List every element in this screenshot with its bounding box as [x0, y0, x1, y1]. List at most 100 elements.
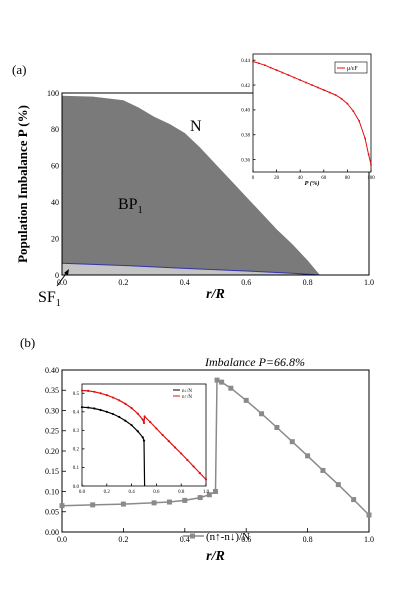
chart-b-y-tick-label: 0.35	[45, 386, 59, 395]
chart-a-y-tick-label: 0	[55, 271, 59, 280]
chart-a-inset: 0 20 40 60 80 100 0.36 0.38 0.40 0.42 0.44 P (%) μ/ε…	[241, 53, 375, 187]
inset-b-x-tick-label: 0.2	[104, 490, 111, 495]
inset-a-y-tick-label: 0.36	[241, 158, 250, 163]
inset-b-point	[136, 430, 139, 433]
inset-b-point	[149, 420, 152, 424]
inset-a-point	[352, 110, 355, 112]
chart-b-point	[90, 502, 96, 508]
chart-b-point	[351, 497, 357, 503]
inset-b-point	[118, 399, 121, 402]
inset-b-point	[99, 408, 102, 412]
inset-a-point	[367, 153, 370, 156]
inset-b-point	[105, 394, 108, 397]
chart-a-x-tick-label: 0.0	[57, 278, 67, 287]
inset-b-x-tick-label: 0.8	[178, 490, 185, 495]
inset-a-x-tick-label: 100	[367, 176, 375, 181]
inset-b-point	[186, 458, 189, 462]
inset-b-point	[111, 412, 115, 416]
chart-b-point	[366, 512, 372, 518]
chart-b-x-tick-label: 0.4	[180, 535, 190, 544]
chart-b-y-tick-label: 0.05	[45, 508, 59, 517]
inset-a-point	[364, 137, 366, 140]
inset-b-y-tick-label: 0.4	[73, 411, 80, 416]
inset-a-frame	[252, 53, 372, 173]
inset-a-point	[323, 89, 325, 91]
inset-a-y-tick-label: 0.42	[241, 84, 250, 89]
chart-b-point	[305, 453, 311, 459]
chart-b-x-axis-label: r/R	[206, 549, 225, 564]
inset-b-point	[87, 406, 90, 409]
chart-b-point	[219, 379, 225, 385]
inset-b-point	[130, 407, 133, 410]
inset-b-point	[155, 427, 158, 430]
chart-b-point	[243, 397, 249, 403]
sf1-pointer-arrowhead	[64, 269, 69, 275]
inset-a-point	[258, 62, 260, 65]
chart-a-phase-diagram: 0.0 0.2 0.4 0.6 0.8 1.0 0 20 40 60 80 100 r/R Populat…	[15, 89, 374, 309]
chart-b-y-tick-label: 0.00	[45, 528, 59, 537]
inset-a-x-tick-label: 40	[298, 176, 304, 181]
chart-b-title: Imbalance P=66.8%	[204, 355, 305, 369]
inset-b-point	[161, 433, 164, 437]
inset-b-point	[192, 465, 195, 468]
inset-a-point	[287, 74, 290, 76]
inset-b-point	[80, 406, 84, 409]
chart-b-y-tick-label: 0.15	[45, 467, 59, 476]
chart-b-point	[151, 500, 157, 506]
inset-b-point	[87, 389, 90, 392]
region-label-bp1-subscript: 1	[138, 205, 143, 216]
chart-b-point	[214, 377, 220, 383]
chart-b-y-tick-label: 0.40	[45, 366, 59, 375]
inset-a-point	[299, 79, 301, 81]
inset-a-y-tick-label: 0.44	[241, 59, 250, 64]
inset-b-legend-label: n↓/N	[182, 389, 192, 394]
inset-a-point	[346, 102, 349, 105]
inset-a-y-tick-label: 0.38	[241, 133, 250, 138]
inset-b-point	[167, 440, 170, 443]
chart-b-inset: 0.0 0.2 0.4 0.6 0.8 1.0 0.0 0.1 0.2 0.3 0.4 0.5 n↓/N…	[73, 383, 210, 495]
inset-b-point	[130, 424, 133, 427]
inset-b-y-tick-label: 0.0	[73, 485, 80, 490]
inset-b-point	[124, 419, 127, 422]
chart-b-point	[289, 439, 295, 445]
inset-b-x-tick-label: 0.6	[153, 490, 160, 495]
chart-b-x-tick-label: 0.6	[241, 535, 251, 544]
inset-b-point	[198, 471, 201, 475]
chart-b-density-difference: 0.0 0.2 0.4 0.6 0.8 1.0 0.00 0.05 0.10 0.15 0.20 0.…	[45, 355, 374, 564]
inset-a-y-tick-label: 0.40	[241, 109, 250, 114]
chart-a-y-tick-label: 20	[51, 234, 59, 243]
region-label-sf1: SF1	[38, 289, 61, 309]
chart-b-point	[182, 497, 188, 503]
inset-a-point	[317, 86, 319, 89]
inset-a-point	[275, 69, 278, 71]
inset-b-point	[111, 396, 115, 399]
inset-b-y-tick-label: 0.3	[73, 429, 80, 434]
chart-a-x-tick-label: 0.6	[241, 278, 251, 287]
chart-a-x-tick-label: 1.0	[364, 278, 374, 287]
inset-a-point	[358, 120, 360, 122]
chart-a-x-axis-label: r/R	[206, 287, 225, 302]
inset-a-series-line	[252, 61, 372, 165]
chart-b-point	[59, 503, 65, 509]
inset-b-legend-label: n↑/N	[182, 395, 192, 400]
inset-a-x-tick-label: 60	[321, 176, 327, 181]
chart-b-y-tick-label: 0.20	[45, 447, 59, 456]
inset-a-point	[370, 163, 372, 166]
inset-a-point	[340, 97, 343, 100]
inset-a-point	[328, 91, 331, 94]
inset-b-x-tick-label: 0.4	[128, 490, 135, 495]
chart-b-point	[274, 425, 280, 431]
chart-a-frame-top	[61, 92, 370, 276]
chart-b-y-tick-label: 0.30	[45, 406, 59, 415]
region-label-bp1: BP1	[118, 196, 143, 216]
bp1-region	[62, 95, 320, 275]
inset-b-point	[173, 446, 177, 449]
chart-b-point	[320, 467, 326, 473]
inset-b-x-tick-label: 1.0	[203, 490, 210, 495]
chart-b-point	[335, 482, 341, 488]
chart-b-point	[213, 489, 218, 494]
chart-b-point	[259, 411, 265, 417]
chart-a-y-tick-label: 100	[47, 89, 59, 98]
inset-a-point	[311, 84, 313, 86]
inset-b-point	[142, 439, 146, 442]
